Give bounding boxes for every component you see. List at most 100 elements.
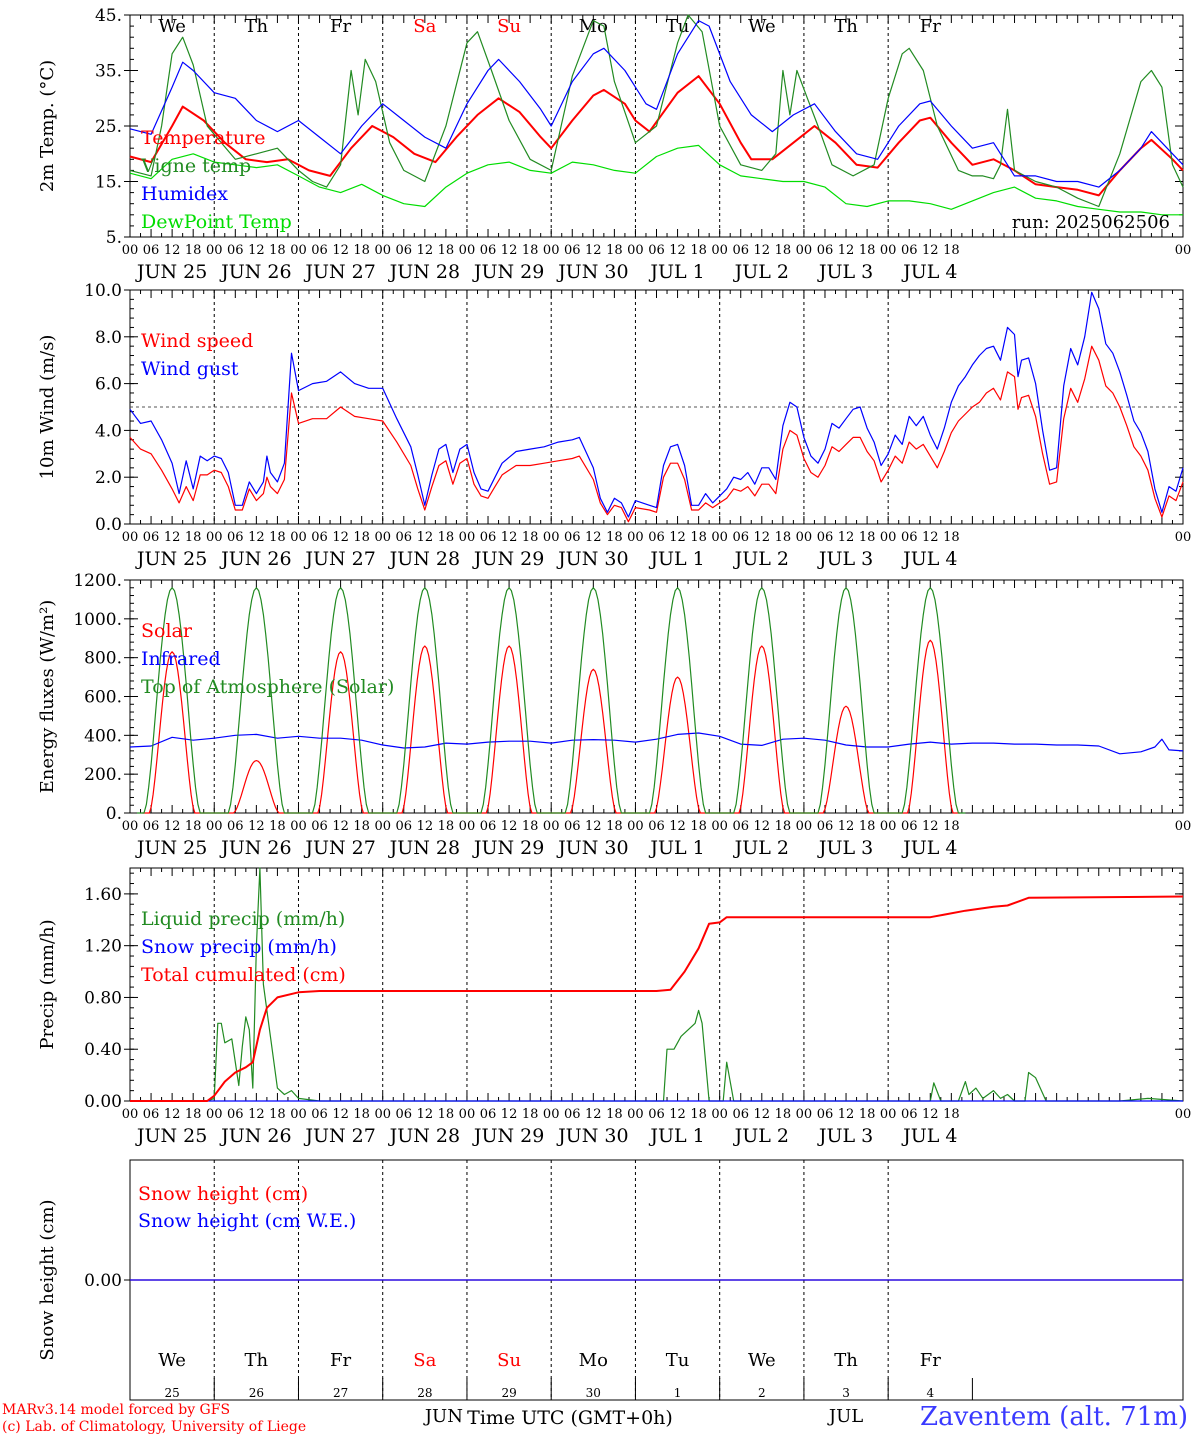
x-hour-label: 18 — [438, 530, 455, 545]
x-hour-label: 06 — [311, 819, 328, 834]
x-hour-label: 00 — [206, 1107, 223, 1122]
x-hour-label: 00 — [880, 530, 897, 545]
lab-credit: (c) Lab. of Climatology, University of L… — [2, 1419, 307, 1435]
weekday-label: Mo — [579, 16, 608, 37]
weekday-label: Th — [245, 16, 269, 37]
x-hour-label: 12 — [922, 530, 939, 545]
x-hour-label: 12 — [417, 243, 434, 258]
day-number: 3 — [842, 1386, 850, 1400]
x-hour-label: 18 — [353, 819, 370, 834]
x-hour-label: 18 — [859, 243, 876, 258]
x-hour-label: 18 — [859, 1107, 876, 1122]
x-hour-label: 06 — [396, 1107, 413, 1122]
x-date-label: JUL 2 — [733, 261, 789, 283]
x-hour-label: 06 — [901, 819, 918, 834]
x-hour-label: 00 — [880, 819, 897, 834]
y-tick-label: 35. — [95, 62, 122, 82]
x-hour-label: 06 — [817, 819, 834, 834]
x-hour-label: 18 — [606, 530, 623, 545]
legend-entry: Solar — [141, 620, 193, 642]
y-tick-label: 1000. — [73, 610, 122, 630]
x-hour-label: 12 — [585, 819, 602, 834]
x-hour-label: 06 — [901, 530, 918, 545]
y-tick-label: 0.00 — [84, 1271, 122, 1291]
panel-1: 5. 15. 25. 35. 45. 2m Temp. (°C) 00 06 12 18 JUN 2… — [37, 6, 1191, 283]
panel-4: 0.00 0.40 0.80 1.20 1.60 Precip (mm/h) 00 06 12 1… — [37, 867, 1192, 1147]
x-hour-label: 12 — [922, 1107, 939, 1122]
x-hour-label: 12 — [164, 1107, 181, 1122]
panel-3: 0. 200. 400. 600. 800. 1000. 1200. Energy fluxe… — [37, 571, 1191, 859]
x-hour-label: 06 — [817, 243, 834, 258]
x-axis-title: Time UTC (GMT+0h) — [467, 1407, 673, 1429]
legend-entry: Temperature — [141, 127, 265, 149]
y-tick-label: 0.0 — [95, 515, 122, 535]
x-hour-label: 06 — [143, 530, 160, 545]
x-hour-label: 00 — [1175, 530, 1192, 545]
x-hour-label: 12 — [417, 819, 434, 834]
legend-entry: Wind speed — [141, 330, 253, 352]
legend-entry: Liquid precip (mm/h) — [141, 908, 345, 930]
x-hour-label: 18 — [690, 1107, 707, 1122]
x-date-label: JUL 3 — [817, 837, 873, 859]
x-date-label: JUL 1 — [648, 1125, 704, 1147]
x-hour-label: 06 — [901, 243, 918, 258]
x-hour-label: 18 — [690, 530, 707, 545]
x-hour-label: 06 — [143, 1107, 160, 1122]
x-hour-label: 00 — [627, 530, 644, 545]
day-number: 25 — [164, 1386, 179, 1400]
x-hour-label: 00 — [627, 243, 644, 258]
x-hour-label: 00 — [290, 819, 307, 834]
series-line — [137, 587, 966, 814]
y-tick-label: 4.0 — [95, 421, 122, 441]
legend-entry: DewPoint Temp — [141, 211, 292, 233]
series-line — [130, 895, 1184, 1102]
y-tick-label: 2.0 — [95, 468, 122, 488]
x-hour-label: 06 — [311, 1107, 328, 1122]
x-hour-label: 00 — [122, 1107, 139, 1122]
x-hour-label: 00 — [459, 1107, 476, 1122]
series-line — [129, 20, 1184, 188]
x-date-label: JUL 4 — [901, 837, 957, 859]
y-tick-label: 25. — [95, 117, 122, 137]
x-date-label: JUL 2 — [733, 548, 789, 570]
x-hour-label: 18 — [943, 243, 960, 258]
x-date-label: JUL 1 — [648, 548, 704, 570]
x-hour-label: 12 — [754, 1107, 771, 1122]
x-hour-label: 12 — [754, 243, 771, 258]
x-hour-label: 00 — [1175, 1107, 1192, 1122]
weekday-label: Fr — [330, 1350, 351, 1371]
day-number: 27 — [333, 1386, 348, 1400]
x-date-label: JUN 26 — [219, 837, 291, 859]
x-hour-label: 12 — [754, 819, 771, 834]
x-hour-label: 00 — [711, 1107, 728, 1122]
x-date-label: JUN 28 — [388, 1125, 460, 1147]
y-tick-label: 6.0 — [95, 375, 122, 395]
x-hour-label: 00 — [374, 819, 391, 834]
x-hour-label: 00 — [459, 243, 476, 258]
x-hour-label: 12 — [585, 530, 602, 545]
x-hour-label: 12 — [754, 530, 771, 545]
x-hour-label: 06 — [564, 530, 581, 545]
x-hour-label: 18 — [353, 243, 370, 258]
x-hour-label: 00 — [543, 243, 560, 258]
x-hour-label: 06 — [480, 530, 497, 545]
credits: MARv3.14 model forced by GFS (c) Lab. of… — [2, 1402, 306, 1436]
day-number: 2 — [758, 1386, 766, 1400]
x-hour-label: 12 — [501, 819, 518, 834]
x-hour-label: 12 — [417, 530, 434, 545]
x-date-label: JUL 2 — [733, 837, 789, 859]
x-hour-label: 12 — [838, 1107, 855, 1122]
x-hour-label: 00 — [796, 530, 813, 545]
x-hour-label: 06 — [648, 819, 665, 834]
x-hour-label: 18 — [775, 243, 792, 258]
x-date-label: JUN 27 — [303, 548, 375, 570]
x-hour-label: 06 — [396, 530, 413, 545]
month-label: JUN — [423, 1406, 463, 1427]
x-hour-label: 12 — [838, 530, 855, 545]
x-hour-label: 00 — [627, 819, 644, 834]
x-date-label: JUN 27 — [303, 837, 375, 859]
day-number: 29 — [501, 1386, 516, 1400]
x-hour-label: 18 — [185, 1107, 202, 1122]
x-date-label: JUN 28 — [388, 261, 460, 283]
